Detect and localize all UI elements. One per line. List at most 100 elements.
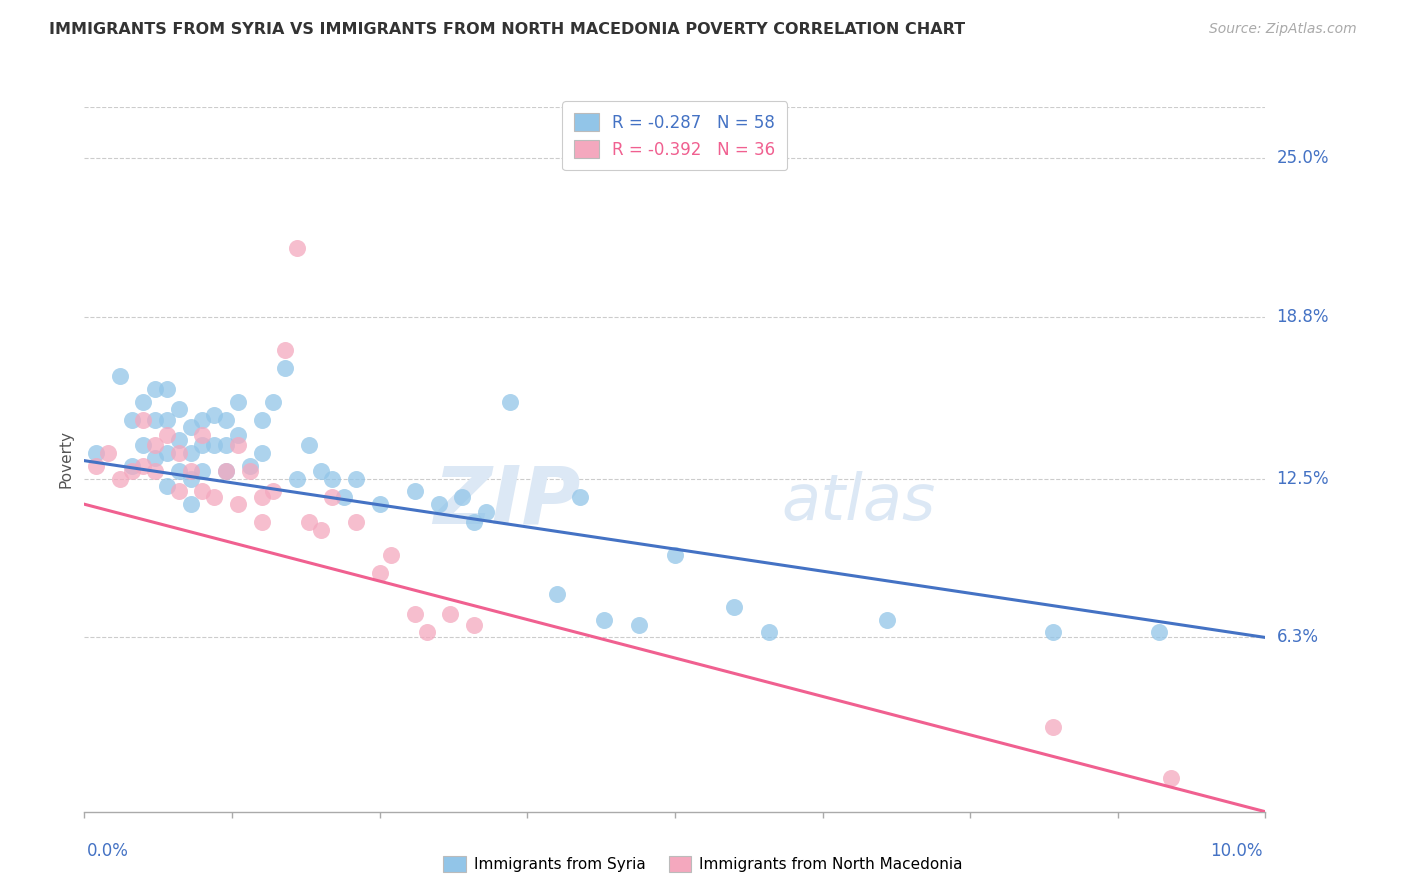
Point — [84, 446, 107, 460]
Point — [723, 599, 745, 614]
Point — [262, 394, 284, 409]
Text: 0.0%: 0.0% — [87, 842, 129, 860]
Point — [451, 490, 474, 504]
Point — [167, 433, 190, 447]
Point — [439, 607, 461, 622]
Point — [1160, 772, 1182, 786]
Point — [215, 438, 238, 452]
Point — [250, 490, 273, 504]
Point — [333, 490, 356, 504]
Point — [156, 446, 179, 460]
Point — [180, 497, 202, 511]
Point — [180, 464, 202, 478]
Point — [167, 446, 190, 460]
Point — [108, 369, 131, 384]
Point — [191, 464, 214, 478]
Point — [380, 549, 402, 563]
Point — [167, 464, 190, 478]
Point — [758, 625, 780, 640]
Point — [250, 412, 273, 426]
Point — [180, 420, 202, 434]
Point — [416, 625, 439, 640]
Text: atlas: atlas — [782, 471, 935, 533]
Point — [156, 382, 179, 396]
Point — [309, 523, 332, 537]
Point — [143, 382, 166, 396]
Point — [876, 613, 898, 627]
Point — [368, 497, 391, 511]
Point — [202, 408, 225, 422]
Point — [143, 464, 166, 478]
Text: ZIP: ZIP — [433, 463, 581, 541]
Point — [250, 446, 273, 460]
Point — [202, 438, 225, 452]
Point — [132, 438, 155, 452]
Legend: R = -0.287   N = 58, R = -0.392   N = 36: R = -0.287 N = 58, R = -0.392 N = 36 — [562, 102, 787, 170]
Point — [215, 464, 238, 478]
Point — [121, 412, 143, 426]
Point — [191, 428, 214, 442]
Text: 18.8%: 18.8% — [1277, 308, 1329, 326]
Point — [143, 412, 166, 426]
Point — [156, 412, 179, 426]
Point — [84, 458, 107, 473]
Point — [132, 394, 155, 409]
Text: IMMIGRANTS FROM SYRIA VS IMMIGRANTS FROM NORTH MACEDONIA POVERTY CORRELATION CHA: IMMIGRANTS FROM SYRIA VS IMMIGRANTS FROM… — [49, 22, 966, 37]
Point — [274, 343, 297, 358]
Point — [239, 458, 262, 473]
Point — [226, 394, 249, 409]
Point — [191, 438, 214, 452]
Point — [156, 479, 179, 493]
Point — [463, 515, 485, 529]
Text: 25.0%: 25.0% — [1277, 149, 1329, 168]
Point — [1042, 625, 1064, 640]
Point — [143, 438, 166, 452]
Point — [180, 446, 202, 460]
Point — [309, 464, 332, 478]
Point — [156, 428, 179, 442]
Point — [121, 464, 143, 478]
Point — [97, 446, 120, 460]
Point — [344, 515, 367, 529]
Point — [321, 490, 343, 504]
Point — [180, 472, 202, 486]
Point — [368, 566, 391, 581]
Point — [215, 412, 238, 426]
Point — [569, 490, 592, 504]
Point — [427, 497, 450, 511]
Point — [1042, 720, 1064, 734]
Point — [132, 458, 155, 473]
Point — [285, 241, 308, 255]
Point — [215, 464, 238, 478]
Point — [321, 472, 343, 486]
Point — [167, 484, 190, 499]
Point — [498, 394, 520, 409]
Point — [226, 497, 249, 511]
Point — [274, 361, 297, 376]
Point — [202, 490, 225, 504]
Text: 6.3%: 6.3% — [1277, 629, 1319, 647]
Point — [404, 607, 426, 622]
Point — [404, 484, 426, 499]
Point — [298, 438, 321, 452]
Point — [191, 484, 214, 499]
Point — [285, 472, 308, 486]
Point — [121, 458, 143, 473]
Point — [143, 451, 166, 466]
Point — [132, 412, 155, 426]
Point — [250, 515, 273, 529]
Text: 12.5%: 12.5% — [1277, 469, 1329, 488]
Point — [475, 505, 498, 519]
Point — [108, 472, 131, 486]
Point — [1147, 625, 1170, 640]
Y-axis label: Poverty: Poverty — [58, 430, 73, 489]
Point — [344, 472, 367, 486]
Point — [664, 549, 686, 563]
Point — [628, 617, 651, 632]
Point — [226, 438, 249, 452]
Text: Source: ZipAtlas.com: Source: ZipAtlas.com — [1209, 22, 1357, 37]
Point — [226, 428, 249, 442]
Point — [262, 484, 284, 499]
Point — [167, 402, 190, 417]
Point — [298, 515, 321, 529]
